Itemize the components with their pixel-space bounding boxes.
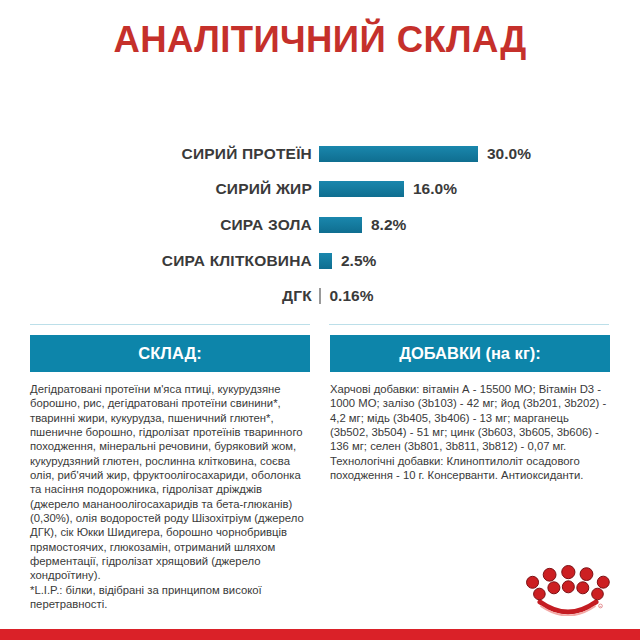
svg-text:R: R xyxy=(600,605,602,607)
